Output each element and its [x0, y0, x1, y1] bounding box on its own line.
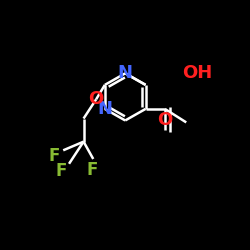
Text: O: O — [157, 111, 172, 129]
Text: N: N — [98, 100, 112, 118]
Text: N: N — [118, 64, 133, 82]
Text: F: F — [86, 160, 98, 178]
Text: O: O — [88, 90, 104, 108]
Text: F: F — [49, 147, 60, 165]
Text: OH: OH — [182, 64, 212, 82]
Text: F: F — [56, 162, 67, 180]
